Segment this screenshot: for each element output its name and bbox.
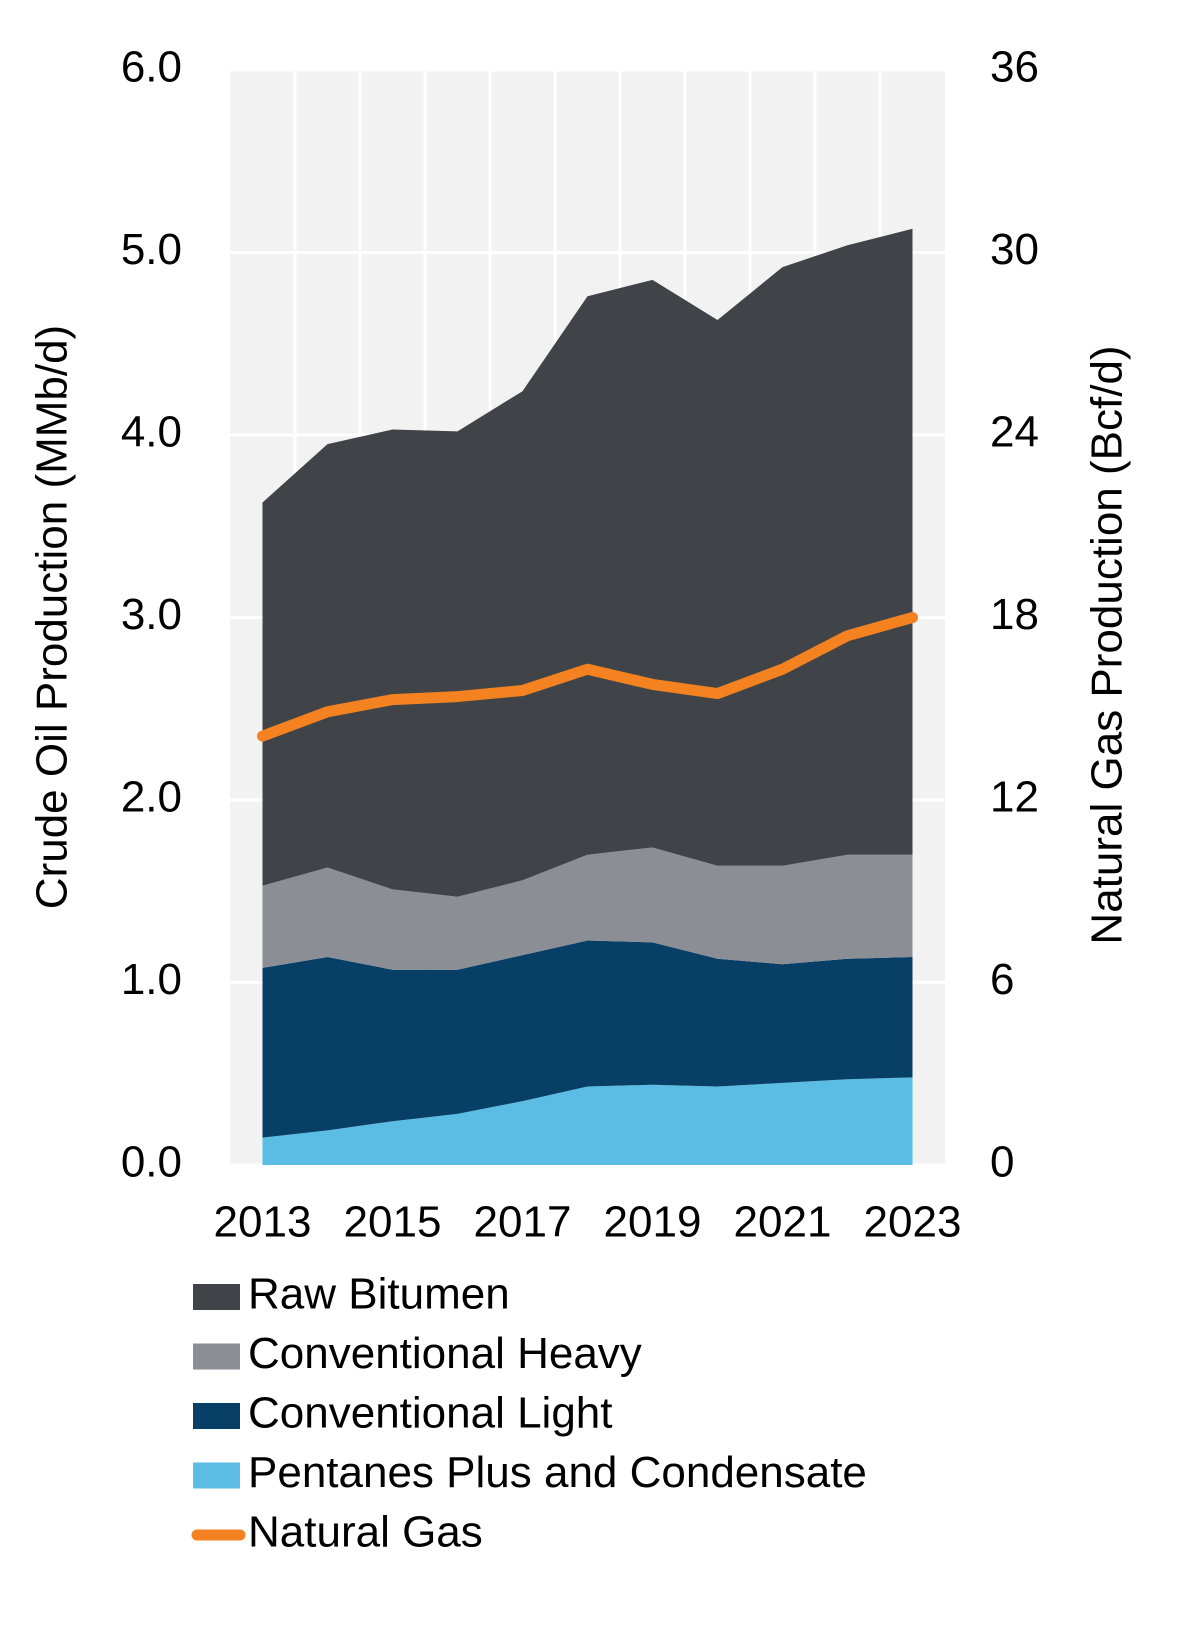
- legend-swatch: [193, 1462, 240, 1489]
- area: [262, 1077, 913, 1165]
- y2-tick-label: 6: [990, 955, 1014, 1004]
- y-tick-label: 0.0: [121, 1138, 182, 1187]
- legend-label: Natural Gas: [248, 1508, 483, 1557]
- legend-label: Raw Bitumen: [248, 1270, 510, 1319]
- y2-tick-label: 30: [990, 225, 1039, 274]
- y-tick-label: 3.0: [121, 590, 182, 639]
- x-tick-label: 2017: [474, 1198, 572, 1247]
- legend-swatch: [193, 1403, 240, 1429]
- legend-swatch: [193, 1343, 240, 1370]
- y-tick-label: 2.0: [121, 773, 182, 822]
- x-tick-label: 2023: [864, 1198, 962, 1247]
- legend-label: Pentanes Plus and Condensate: [248, 1448, 867, 1497]
- line: [257, 612, 918, 742]
- y2-tick-label: 18: [990, 590, 1039, 639]
- y-axis-label: Crude Oil Production (MMb/d): [28, 325, 77, 909]
- y2-tick-label: 0: [990, 1138, 1014, 1187]
- x-tick-label: 2021: [734, 1198, 832, 1247]
- area: [262, 940, 913, 1138]
- y-tick-label: 1.0: [121, 955, 182, 1004]
- y-tick-label: 4.0: [121, 408, 182, 457]
- y2-tick-label: 24: [990, 408, 1039, 457]
- x-tick-label: 2013: [214, 1198, 312, 1247]
- x-tick-label: 2019: [604, 1198, 702, 1247]
- legend-label: Conventional Light: [248, 1389, 612, 1438]
- y2-tick-label: 12: [990, 773, 1039, 822]
- legend-swatch: [193, 1284, 240, 1310]
- area: [262, 228, 913, 897]
- y2-tick-label: 36: [990, 43, 1039, 92]
- y-tick-label: 6.0: [121, 43, 182, 92]
- y2-axis-label: Natural Gas Production (Bcf/d): [1083, 345, 1132, 944]
- area: [262, 847, 913, 970]
- legend-label: Conventional Heavy: [248, 1329, 642, 1378]
- x-tick-label: 2015: [344, 1198, 442, 1247]
- y-tick-label: 5.0: [121, 225, 182, 274]
